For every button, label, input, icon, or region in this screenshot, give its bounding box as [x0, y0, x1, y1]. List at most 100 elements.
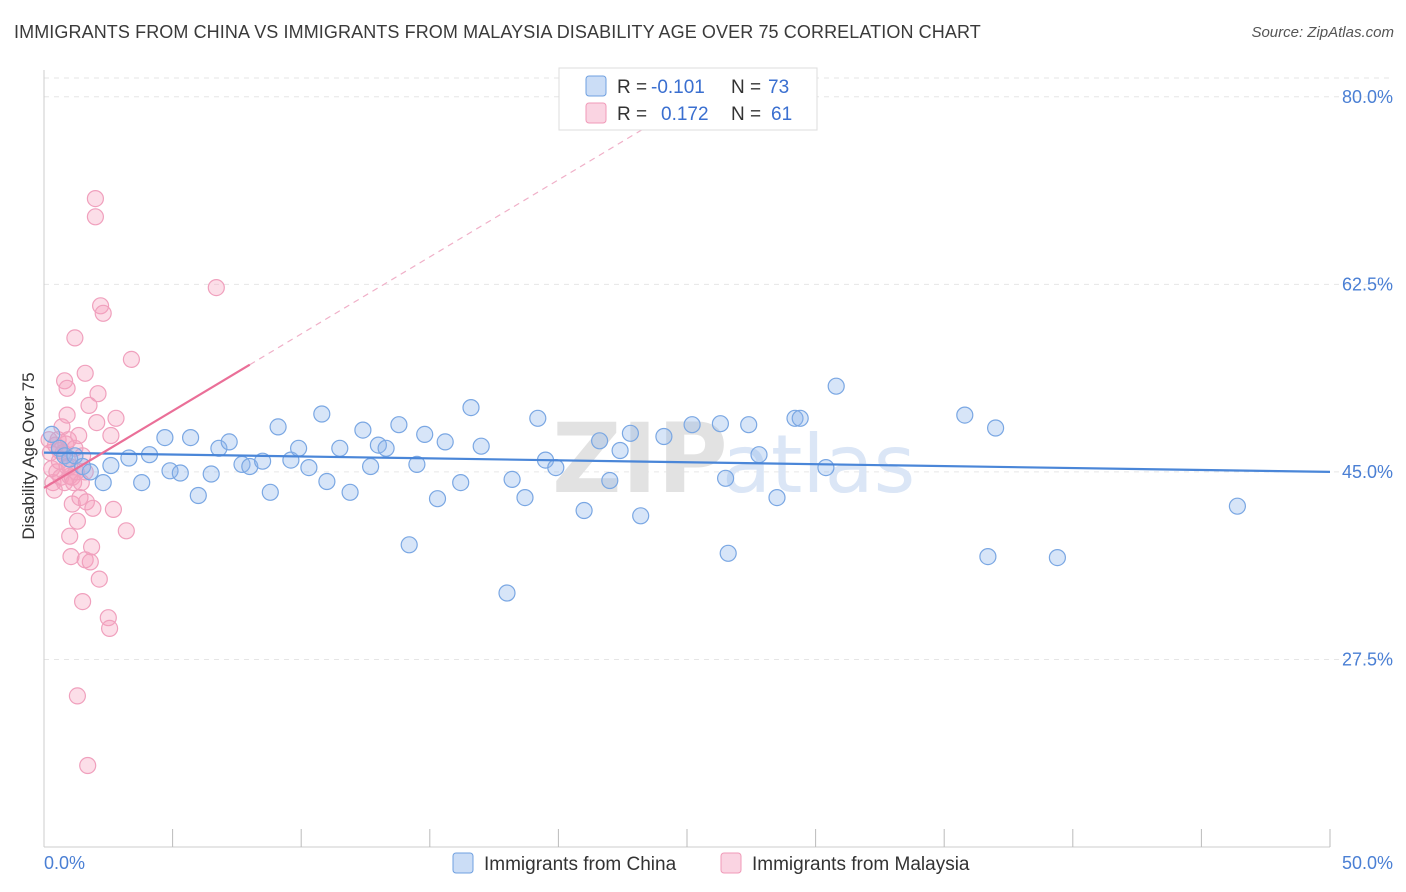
china-point — [428, 490, 447, 508]
legend-bottom-label-malaysia: Immigrants from Malaysia — [752, 854, 970, 875]
trend-line-malaysia — [43, 363, 251, 489]
malaysia-point — [102, 426, 120, 445]
china-point — [979, 547, 997, 566]
legend-r-value-malaysia: 0.172 — [661, 104, 709, 125]
china-point — [133, 474, 151, 492]
china-point — [400, 536, 418, 554]
china-point — [102, 456, 120, 475]
china-point — [161, 462, 179, 480]
legend-bottom: Immigrants from China Immigrants from Ma… — [452, 852, 970, 875]
china-point — [516, 489, 534, 507]
y-tick-label: 27.5% — [1342, 649, 1393, 669]
china-point — [683, 416, 701, 434]
trend-line-china — [43, 451, 1331, 473]
x-ticks — [172, 829, 1331, 847]
malaysia-point — [62, 547, 80, 566]
malaysia-point — [117, 522, 135, 540]
china-point — [632, 507, 650, 525]
malaysia-point — [84, 499, 102, 517]
y-tick-label: 45.0% — [1342, 462, 1393, 482]
china-point — [750, 446, 768, 464]
malaysia-point — [86, 208, 105, 226]
chart-title: IMMIGRANTS FROM CHINA VS IMMIGRANTS FROM… — [14, 22, 981, 42]
china-point — [220, 433, 238, 451]
china-point — [655, 427, 673, 446]
series-malaysia — [40, 190, 225, 775]
china-point — [1228, 497, 1247, 515]
china-point — [1048, 548, 1067, 567]
legend-r-label-malaysia: R = — [617, 104, 647, 125]
china-point — [462, 399, 480, 417]
china-point — [300, 459, 318, 477]
watermark-zip: ZIP — [552, 403, 728, 515]
china-point — [621, 424, 640, 442]
china-point — [436, 433, 454, 451]
malaysia-point — [68, 512, 87, 530]
china-point — [590, 432, 609, 450]
china-point — [377, 439, 395, 457]
china-point — [956, 406, 974, 424]
china-point — [94, 474, 112, 492]
malaysia-point — [61, 527, 79, 545]
china-point — [786, 409, 804, 427]
malaysia-point — [94, 304, 112, 322]
malaysia-point — [70, 426, 88, 445]
china-point — [986, 419, 1005, 437]
x-tick-label-min: 0.0% — [44, 853, 85, 873]
malaysia-point — [107, 409, 125, 427]
china-point — [341, 483, 359, 501]
china-point — [529, 409, 547, 427]
legend-r-label-china: R = — [617, 77, 647, 98]
malaysia-point — [66, 329, 84, 347]
malaysia-point — [58, 406, 76, 424]
china-point — [452, 474, 470, 492]
legend-top: R = -0.101 N = 73 R = 0.172 N = 61 — [558, 67, 818, 131]
legend-n-value-malaysia: 61 — [771, 104, 792, 125]
china-point — [547, 459, 565, 477]
malaysia-point — [90, 570, 108, 588]
china-point — [390, 416, 408, 434]
legend-top-box — [558, 67, 818, 131]
malaysia-point — [100, 619, 119, 638]
legend-bottom-swatch-china — [452, 852, 474, 874]
malaysia-point — [82, 538, 101, 556]
malaysia-point — [79, 756, 97, 775]
china-point — [189, 486, 207, 505]
china-point — [313, 405, 331, 423]
malaysia-point — [122, 350, 140, 368]
malaysia-point — [59, 431, 78, 449]
china-point — [261, 483, 279, 501]
china-point — [354, 421, 372, 439]
china-point — [791, 409, 809, 427]
malaysia-point — [68, 687, 87, 705]
malaysia-point — [89, 385, 107, 403]
china-point — [827, 377, 845, 395]
watermark: ZIP atlas — [552, 403, 915, 515]
china-point — [711, 415, 730, 433]
series-china — [43, 377, 1247, 602]
legend-r-value-china: -0.101 — [651, 77, 705, 98]
malaysia-point — [76, 364, 94, 382]
source-label: Source: ZipAtlas.com — [1251, 24, 1394, 41]
grid-lines — [44, 77, 1393, 660]
china-point — [503, 470, 521, 488]
legend-n-label-malaysia: N = — [731, 104, 761, 125]
china-point — [241, 457, 259, 476]
malaysia-point — [81, 553, 99, 571]
legend-n-label-china: N = — [731, 77, 761, 98]
legend-swatch-malaysia — [585, 102, 607, 124]
malaysia-point — [77, 493, 96, 511]
china-point — [331, 439, 349, 457]
legend-bottom-swatch-malaysia — [720, 852, 742, 874]
y-axis-label: Disability Age Over 75 — [19, 372, 38, 539]
malaysia-point — [58, 379, 76, 397]
china-point — [290, 439, 308, 457]
china-point — [611, 441, 629, 460]
china-point — [817, 459, 835, 477]
china-point — [716, 469, 735, 487]
china-point — [43, 425, 61, 443]
china-point — [740, 416, 758, 434]
x-tick-label-max: 50.0% — [1342, 853, 1393, 873]
china-point — [254, 452, 272, 470]
china-point — [719, 544, 737, 562]
